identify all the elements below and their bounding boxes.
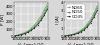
Y-axis label: P [W]: P [W] [1, 14, 5, 25]
Legend: NO65, NO50, GO35: NO65, NO50, GO35 [66, 4, 85, 20]
X-axis label: V_{rms} [V]: V_{rms} [V] [18, 42, 44, 45]
X-axis label: V_{rms} [V]: V_{rms} [V] [68, 42, 94, 45]
Y-axis label: I [A]: I [A] [56, 15, 60, 24]
